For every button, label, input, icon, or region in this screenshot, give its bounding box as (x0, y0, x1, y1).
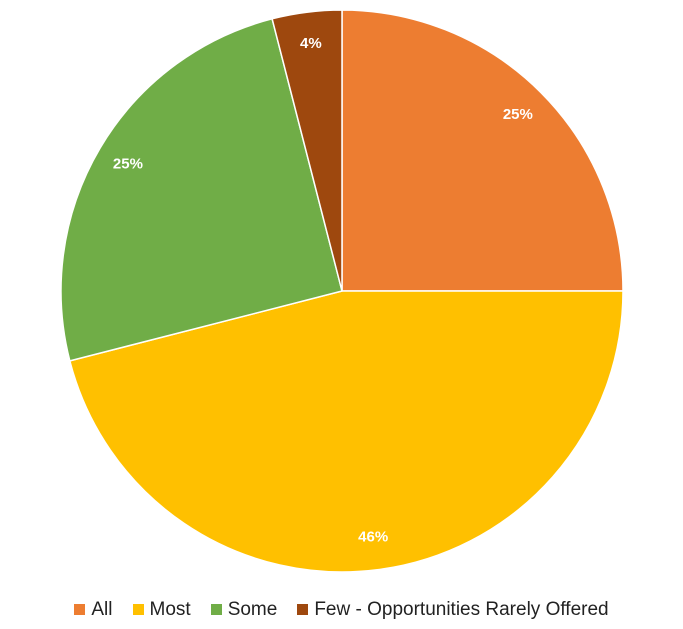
legend-label: Few - Opportunities Rarely Offered (314, 598, 609, 620)
pie-slice (60, 17, 343, 362)
data-label: 4% (300, 35, 322, 52)
legend-label: Some (227, 598, 278, 620)
legend-item: All (74, 598, 113, 621)
legend-item: Most (132, 598, 191, 621)
pie-slice (68, 290, 624, 573)
data-label: 46% (358, 529, 388, 546)
legend-swatch (74, 604, 86, 615)
legend: All Most Some Few - Opportunities Rarely Of… (0, 590, 683, 629)
legend-swatch (132, 604, 144, 615)
data-label: 25% (113, 155, 143, 172)
chart: 25% 46% 25% 4% (60, 9, 624, 573)
legend-swatch (297, 604, 309, 615)
legend-label: All (91, 598, 113, 620)
legend-label: Most (149, 598, 191, 620)
legend-item: Some (210, 598, 278, 621)
data-label: 25% (503, 106, 533, 123)
pie-slice (271, 9, 343, 292)
legend-item: Few - Opportunities Rarely Offered (297, 598, 609, 621)
pie-slice (341, 9, 624, 292)
legend-swatch (210, 604, 222, 615)
